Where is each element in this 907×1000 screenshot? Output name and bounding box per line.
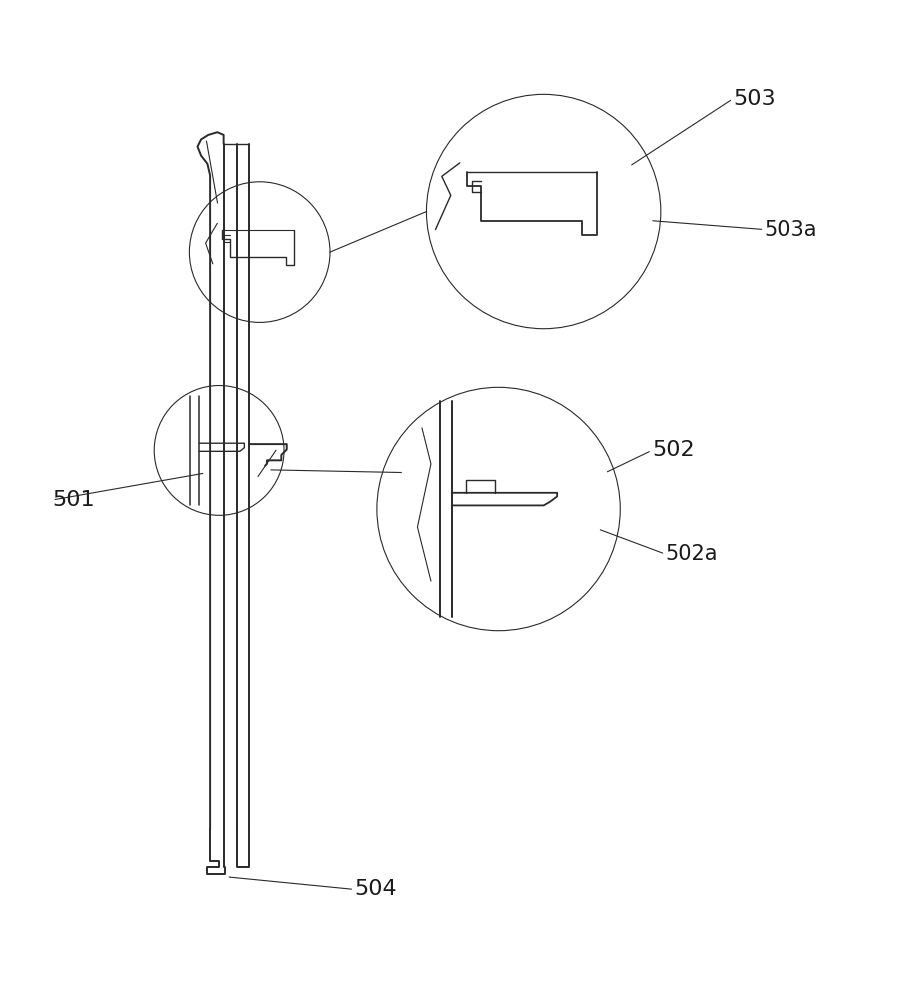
Text: 504: 504 [355, 879, 397, 899]
Text: 502a: 502a [666, 544, 717, 564]
Text: 502: 502 [652, 440, 695, 460]
Text: 501: 501 [53, 490, 95, 510]
Text: 503a: 503a [765, 220, 817, 240]
Text: 503: 503 [733, 89, 775, 109]
